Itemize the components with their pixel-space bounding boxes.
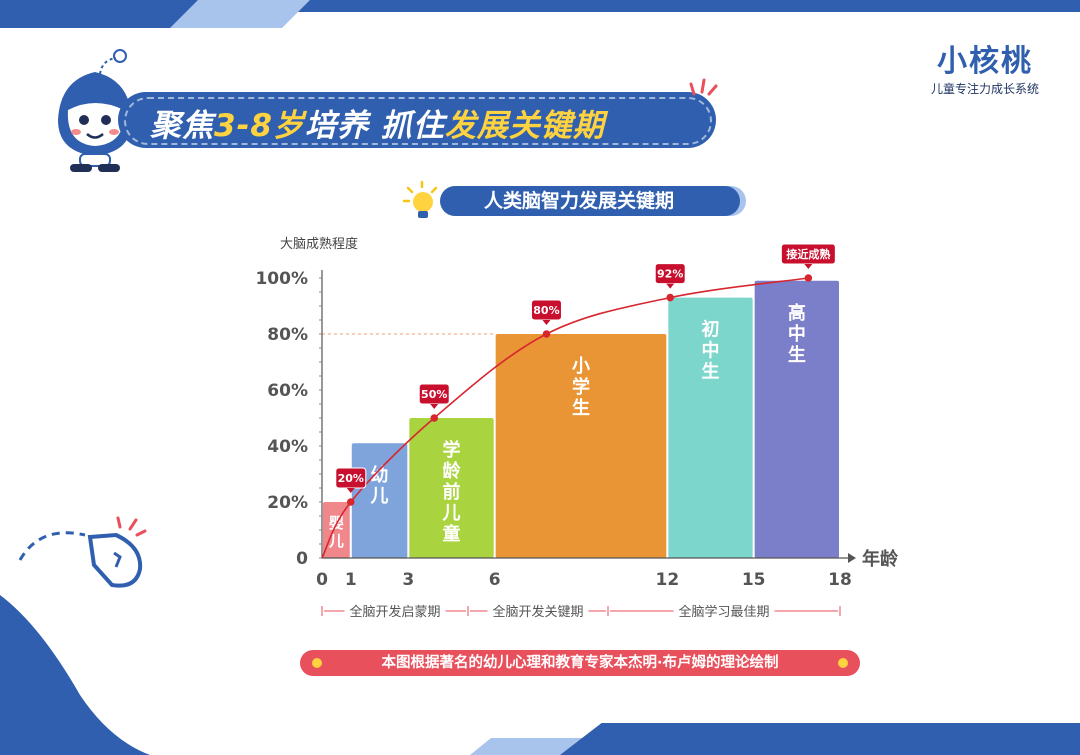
curve-point-label: 接近成熟 bbox=[786, 247, 830, 261]
x-tick-label: 3 bbox=[402, 570, 414, 590]
y-tick-label: 80% bbox=[267, 325, 308, 345]
curve-point bbox=[542, 330, 551, 338]
bar-3 bbox=[495, 334, 667, 558]
bar-label-0: 婴儿 bbox=[328, 514, 344, 550]
headline-part4: 发展关键期 bbox=[444, 108, 605, 144]
footnote-text: 本图根据著名的幼儿心理和教育专家本杰明·布卢姆的理论绘制 bbox=[381, 655, 779, 671]
x-axis-title: 年龄 bbox=[862, 548, 899, 570]
x-axis-arrow-icon bbox=[848, 553, 856, 563]
period-label: 全脑开发启蒙期 bbox=[349, 604, 440, 620]
period-label: 全脑开发关键期 bbox=[492, 604, 583, 620]
curve-point bbox=[666, 293, 675, 302]
bar-label-3: 小学生 bbox=[572, 356, 590, 419]
bar-label-5: 高中生 bbox=[788, 302, 806, 366]
curve-point bbox=[804, 274, 813, 282]
bar-2 bbox=[409, 418, 494, 558]
curve-point bbox=[346, 498, 355, 506]
x-tick-label: 15 bbox=[742, 570, 766, 590]
subtitle-pill bbox=[440, 186, 740, 216]
bar-label-2: 学龄前儿童 bbox=[442, 439, 462, 545]
period-label: 全脑学习最佳期 bbox=[678, 604, 769, 620]
x-tick-label: 12 bbox=[655, 570, 679, 590]
bar-0 bbox=[323, 502, 350, 558]
callout-pointer-icon bbox=[666, 283, 675, 289]
x-tick-label: 6 bbox=[489, 570, 501, 590]
curve-point-label: 20% bbox=[338, 472, 364, 485]
headline-banner-border bbox=[124, 97, 712, 145]
headline-part3: 培养 抓住 bbox=[305, 108, 445, 144]
lightbulb-icon bbox=[402, 180, 438, 218]
y-tick-label: 40% bbox=[267, 437, 308, 457]
bottom-stripe-decoration bbox=[560, 723, 1080, 755]
x-tick-label: 0 bbox=[316, 570, 328, 590]
x-tick-label: 18 bbox=[828, 570, 852, 590]
headline-part1: 聚焦 bbox=[150, 108, 214, 144]
callout-pointer-icon bbox=[542, 320, 551, 325]
callout-pointer-icon bbox=[346, 488, 355, 493]
headline-banner bbox=[118, 92, 716, 148]
walnut-mascot-icon bbox=[58, 49, 132, 172]
headline-title: 聚焦3-8岁培养 抓住发展关键期 bbox=[150, 100, 605, 145]
curve-point-label: 92% bbox=[657, 268, 683, 281]
x-tick-label: 1 bbox=[345, 570, 357, 590]
bar-label-4: 初中生 bbox=[702, 319, 720, 383]
bar-5 bbox=[754, 280, 839, 558]
y-tick-label: 100% bbox=[255, 269, 308, 289]
y-tick-label: 60% bbox=[267, 381, 308, 401]
chart-title: 人类脑智力发展关键期 bbox=[483, 190, 674, 212]
curve-point-label: 50% bbox=[421, 388, 447, 401]
y-tick-label: 20% bbox=[267, 493, 308, 513]
sparkle-icon bbox=[689, 78, 718, 96]
brand-tagline: 儿童专注力成长系统 bbox=[930, 82, 1039, 96]
callout-pointer-icon bbox=[804, 264, 813, 269]
callout-pointer-icon bbox=[430, 404, 439, 409]
brand-logo: 小核桃 bbox=[937, 44, 1033, 79]
bar-label-1: 幼儿 bbox=[370, 464, 389, 507]
curve-point bbox=[430, 414, 439, 422]
walnut-decoration-icon bbox=[0, 516, 150, 755]
y-axis-title: 大脑成熟程度 bbox=[280, 236, 358, 252]
curve-point-label: 80% bbox=[533, 304, 559, 317]
bar-4 bbox=[668, 297, 753, 558]
footnote-bullet-right bbox=[838, 658, 848, 668]
footnote-bullet-left bbox=[312, 658, 322, 668]
footnote-pill bbox=[300, 650, 860, 676]
headline-part2: 3-8岁 bbox=[214, 108, 306, 144]
y-tick-label: 0 bbox=[296, 549, 308, 569]
